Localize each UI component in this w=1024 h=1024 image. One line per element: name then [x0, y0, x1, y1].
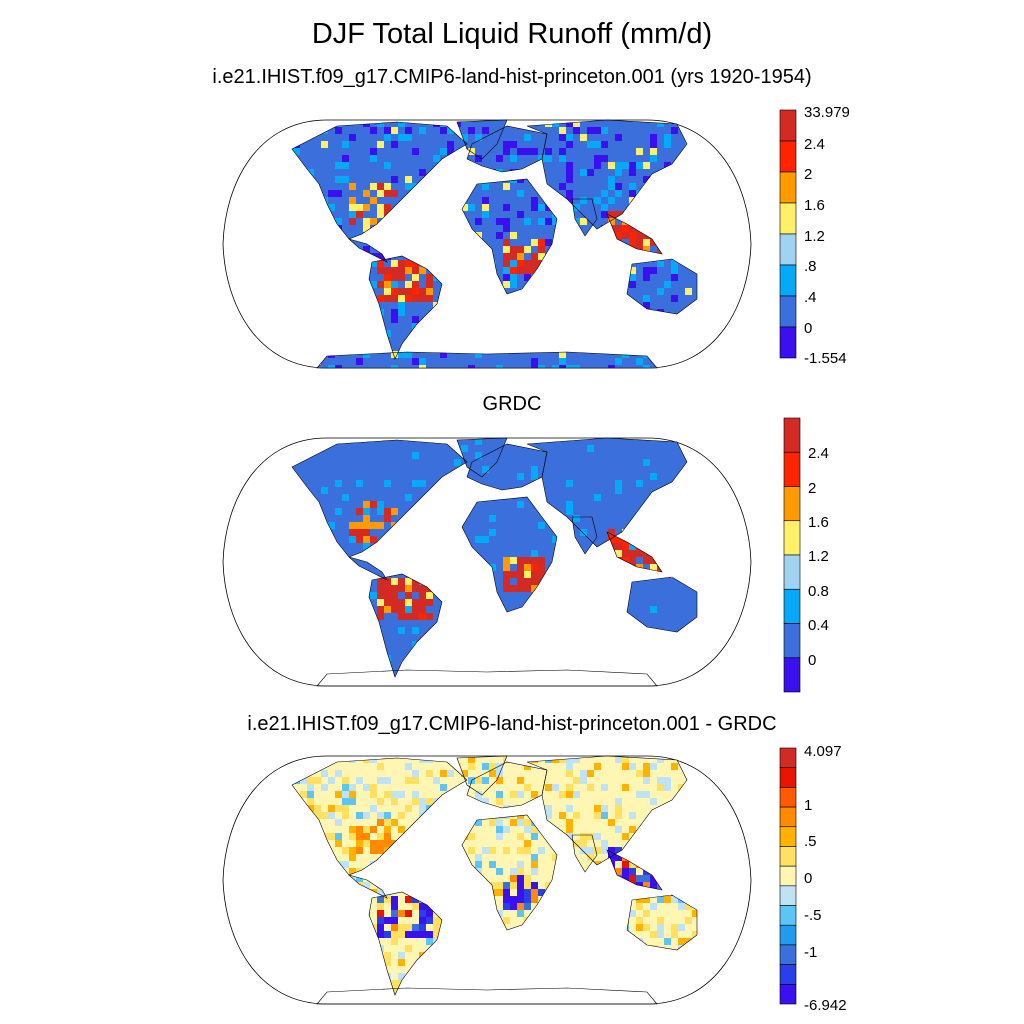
colorbar-swatch	[779, 747, 797, 768]
colorbar-label: .5	[804, 833, 817, 850]
colorbar-swatch	[783, 657, 801, 693]
coastlines	[291, 437, 698, 687]
map-panel-grdc	[222, 437, 752, 687]
colorbar-swatch	[779, 865, 797, 887]
colorbar-label: 2.4	[804, 136, 825, 153]
colorbar-swatch	[779, 905, 797, 926]
panel-1-subtitle: i.e21.IHIST.f09_g17.CMIP6-land-hist-prin…	[212, 66, 812, 88]
colorbar-label: 0	[804, 870, 812, 887]
colorbar-swatch	[783, 486, 801, 522]
colorbar-swatch	[783, 588, 801, 624]
colorbar-swatch	[783, 554, 801, 590]
colorbar-swatch	[779, 109, 797, 142]
colorbar-label: 0.4	[808, 617, 829, 634]
panel-3-subtitle: i.e21.IHIST.f09_g17.CMIP6-land-hist-prin…	[247, 713, 777, 735]
panel-2-subtitle: GRDC	[482, 393, 542, 415]
colorbar-swatch	[779, 806, 797, 828]
colorbar-label: .8	[804, 258, 817, 275]
colorbar-swatch	[783, 451, 801, 487]
colorbar-grdc: 2.4 2 1.6 1.2 0.8 0.4 0	[783, 417, 829, 693]
colorbar-label: 1.2	[808, 548, 829, 565]
colorbar-swatch	[779, 944, 797, 965]
colorbar-label: 1.6	[808, 514, 829, 531]
colorbar-swatch	[779, 264, 797, 297]
colorbar-difference: 4.097 1 .5 0 -.5 -1 -6.942	[779, 743, 847, 1014]
colorbar-swatch	[779, 171, 797, 204]
colorbar-swatch	[783, 623, 801, 659]
colorbar-swatch	[779, 924, 797, 946]
colorbar-label: 2	[804, 166, 812, 183]
colorbar-label: 1.2	[804, 228, 825, 245]
colorbar-swatch	[779, 826, 797, 847]
colorbar-label: -1	[804, 944, 817, 961]
colorbar-label: .4	[804, 289, 817, 306]
colorbar-label: -.5	[804, 907, 822, 924]
colorbar-label: 0.8	[808, 583, 829, 600]
coastlines	[291, 755, 698, 1005]
figure-title: DJF Total Liquid Runoff (mm/d)	[311, 18, 713, 50]
colorbar-swatch	[783, 520, 801, 556]
colorbar-label: 2	[808, 480, 816, 497]
colorbar-swatch	[779, 326, 797, 359]
colorbar-swatch	[779, 787, 797, 808]
coastlines	[291, 119, 698, 369]
colorbar-label: 33.979	[804, 104, 850, 121]
colorbar-swatch	[779, 964, 797, 985]
colorbar-label: -6.942	[804, 997, 847, 1014]
colorbar-swatch	[779, 846, 797, 867]
colorbar-label: 1.6	[804, 197, 825, 214]
colorbar-swatch	[779, 767, 797, 788]
colorbar-label: 0	[804, 320, 812, 337]
colorbar-label: 1	[804, 797, 812, 814]
colorbar-swatch	[779, 233, 797, 266]
colorbar-swatch	[779, 140, 797, 173]
colorbar-swatch	[779, 202, 797, 235]
colorbar-swatch	[783, 417, 801, 453]
colorbar-swatch	[779, 295, 797, 328]
colorbar-label: 4.097	[804, 743, 842, 760]
colorbar-label: 2.4	[808, 445, 829, 462]
colorbar-model: 33.979 2.4 2 1.6 1.2 .8 .4 0 -1.554	[779, 104, 850, 367]
map-panel-difference	[222, 755, 752, 1005]
colorbar-label: -1.554	[804, 350, 847, 367]
colorbar-swatch	[779, 984, 797, 1005]
colorbar-label: 0	[808, 652, 816, 669]
map-panel-model	[222, 119, 752, 369]
colorbar-swatch	[779, 885, 797, 906]
